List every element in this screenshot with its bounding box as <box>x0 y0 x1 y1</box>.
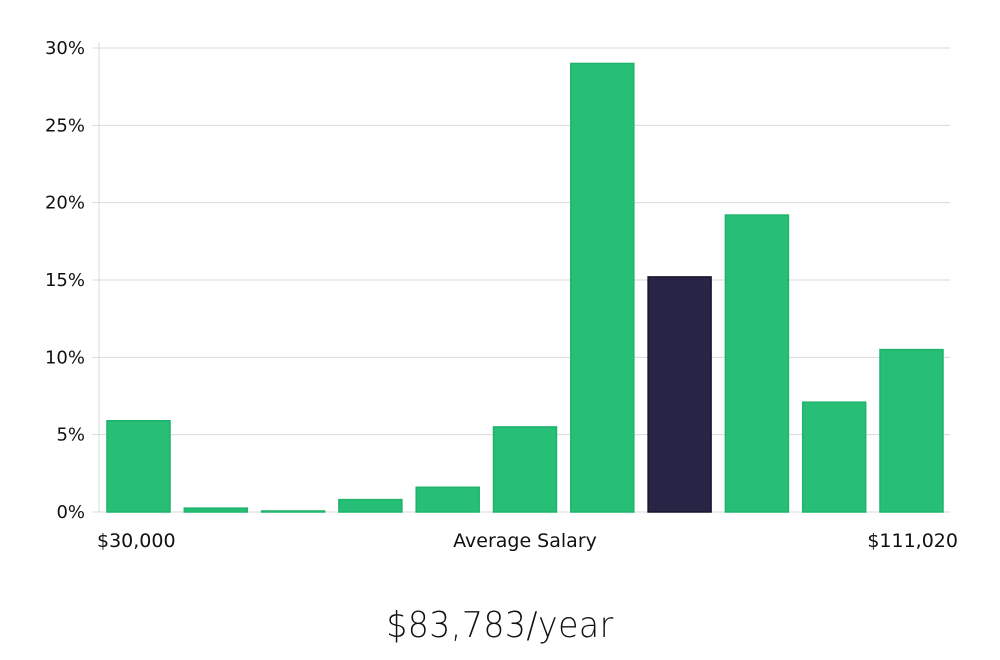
bar <box>724 214 790 513</box>
y-tick-label: 5% <box>56 425 85 446</box>
x-min-label: $30,000 <box>97 530 176 552</box>
bar <box>570 62 635 513</box>
bars <box>106 62 944 513</box>
bar <box>106 419 171 513</box>
bar <box>260 510 326 513</box>
bar <box>801 401 867 513</box>
x-max-label: $111,020 <box>867 530 958 552</box>
bar <box>492 426 558 513</box>
salary-histogram: 0% 5% 10% 15% 20% 25% 30% $30,000 Average Sala… <box>45 38 958 552</box>
y-axis-ticks: 0% 5% 10% 15% 20% 25% 30% <box>45 38 85 523</box>
y-tick-label: 20% <box>45 193 85 214</box>
bar <box>338 498 403 513</box>
average-salary-caption: $83,783/year <box>386 605 614 646</box>
x-axis-label: Average Salary <box>453 530 597 552</box>
bar <box>183 507 249 513</box>
bar-highlighted <box>647 276 712 513</box>
y-tick-label: 10% <box>45 347 85 368</box>
y-tick-label: 15% <box>45 270 85 291</box>
y-tick-label: 25% <box>45 115 85 136</box>
y-tick-label: 0% <box>56 502 85 523</box>
y-tick-label: 30% <box>45 38 85 59</box>
bar <box>415 486 480 513</box>
bar <box>879 348 944 513</box>
